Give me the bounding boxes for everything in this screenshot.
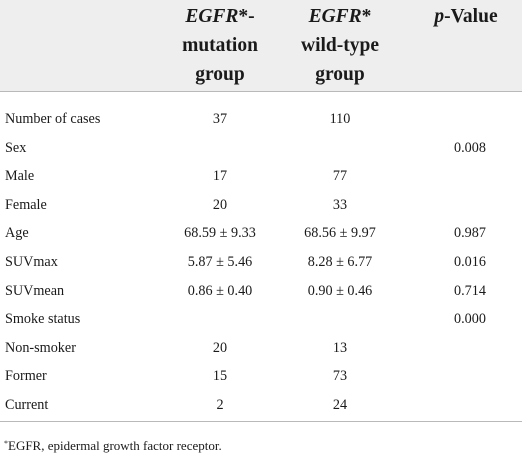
row-label: Smoke status — [5, 311, 81, 328]
header-egfr-wildtype-group: EGFR* wild-type group — [260, 2, 420, 89]
table-row: Smoke status 0.000 — [0, 305, 522, 334]
row-label: Sex — [5, 139, 27, 156]
cell-p-value: 0.714 — [454, 282, 486, 299]
cell-wildtype-group: 24 — [332, 397, 348, 413]
cell-wildtype-group: 68.56 ± 9.97 — [304, 225, 376, 242]
table-footnote: *EGFR, epidermal growth factor receptor. — [4, 437, 222, 455]
footnote-marker: * — [4, 439, 8, 448]
cell-mutation-group: 20 — [212, 196, 228, 213]
cell-mutation-group: 17 — [212, 168, 228, 185]
cell-wildtype-group: 73 — [332, 368, 348, 385]
cell-wildtype-group: 110 — [329, 111, 351, 127]
row-label: Number of cases — [5, 111, 101, 127]
header-p-letter: p — [434, 6, 445, 27]
row-label: Former — [5, 368, 47, 385]
row-label: SUVmean — [5, 282, 65, 299]
table-row: Female 20 33 — [0, 191, 522, 220]
cell-wildtype-group: 33 — [332, 196, 348, 213]
cell-mutation-group: 68.59 ± 9.33 — [184, 225, 256, 242]
table-row: Non-smoker 20 13 — [0, 334, 522, 363]
header-gene-suffix: * — [361, 6, 372, 27]
header-gene-name: EGFR — [185, 6, 239, 27]
row-label: Female — [5, 196, 47, 213]
footnote-text: EGFR, epidermal growth factor receptor. — [8, 438, 222, 453]
cell-wildtype-group: 13 — [332, 339, 348, 356]
data-table: EGFR*- mutation group EGFR* wild-type gr… — [0, 0, 522, 413]
cell-p-value: 0.000 — [454, 311, 486, 328]
cell-mutation-group: 2 — [216, 397, 224, 413]
header-line: group — [315, 64, 365, 85]
header-egfr-mutation-group: EGFR*- mutation group — [140, 2, 300, 89]
header-p-value: p-Value — [416, 2, 516, 31]
header-line: wild-type — [301, 35, 379, 56]
table-row: SUVmean 0.86 ± 0.40 0.90 ± 0.46 0.714 — [0, 277, 522, 306]
cell-mutation-group: 15 — [212, 368, 228, 385]
cell-p-value: 0.008 — [454, 139, 486, 156]
table-row: Former 15 73 — [0, 362, 522, 391]
cell-mutation-group: 37 — [212, 111, 228, 127]
row-label: Non-smoker — [5, 339, 76, 356]
header-line: group — [195, 64, 245, 85]
row-label: SUVmax — [5, 254, 58, 270]
header-divider — [0, 91, 522, 92]
cell-wildtype-group: 8.28 ± 6.77 — [307, 254, 373, 270]
table-row: Number of cases 37 110 — [0, 105, 522, 134]
header-gene-name: EGFR — [308, 6, 362, 27]
cell-wildtype-group: 0.90 ± 0.46 — [307, 282, 373, 299]
row-label: Male — [5, 168, 35, 185]
table-row: Sex 0.008 — [0, 134, 522, 163]
header-p-suffix: -Value — [444, 6, 498, 27]
cell-wildtype-group: 77 — [332, 168, 348, 185]
table-row: Current 2 24 — [0, 391, 522, 420]
header-line: mutation — [182, 35, 258, 56]
table-header: EGFR*- mutation group EGFR* wild-type gr… — [0, 0, 522, 91]
cell-mutation-group: 0.86 ± 0.40 — [187, 282, 253, 299]
cell-p-value: 0.987 — [454, 225, 486, 242]
row-label: Current — [5, 397, 49, 413]
table-row: Age 68.59 ± 9.33 68.56 ± 9.97 0.987 — [0, 219, 522, 248]
row-label: Age — [5, 225, 29, 242]
table-bottom-divider — [0, 421, 522, 422]
table-row: Male 17 77 — [0, 162, 522, 191]
cell-mutation-group: 20 — [212, 339, 228, 356]
cell-p-value: 0.016 — [454, 254, 486, 270]
table-row: SUVmax 5.87 ± 5.46 8.28 ± 6.77 0.016 — [0, 248, 522, 277]
cell-mutation-group: 5.87 ± 5.46 — [187, 254, 253, 270]
header-gene-suffix: *- — [238, 6, 255, 27]
